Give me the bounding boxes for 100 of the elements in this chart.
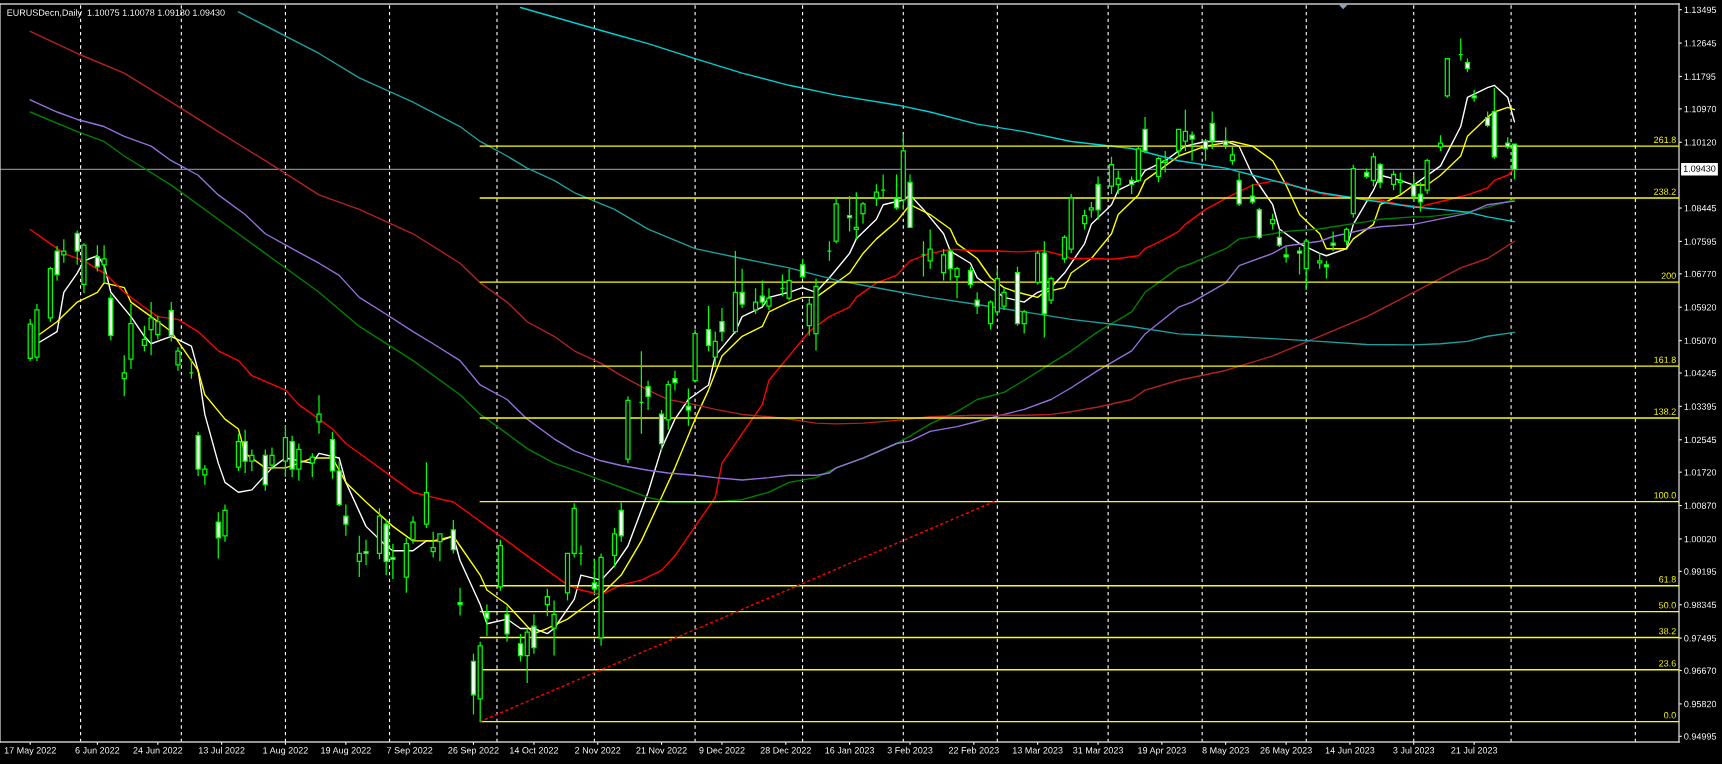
x-tick-label: 17 May 2022 [4,747,56,756]
candlestick [1484,110,1491,128]
candlestick [920,240,927,278]
ref-line-label: 1.09430 [1683,165,1716,172]
y-tick-label: 1.00870 [1684,502,1717,509]
candlestick [853,191,859,240]
candlestick [672,370,678,392]
candlestick [1471,89,1477,103]
candlestick [1162,150,1168,174]
candlestick [1444,57,1450,99]
candlestick [658,409,665,452]
x-tick-label: 21 Nov 2022 [636,747,687,754]
x-tick-label: 16 Jan 2023 [825,747,875,754]
candlestick [846,195,853,233]
x-tick-label: 13 Mar 2023 [1012,747,1063,754]
candlestick [712,330,718,366]
y-tick-label: 1.11795 [1684,73,1716,80]
y-tick-label: 1.02545 [1684,436,1717,444]
series-label: 261.8 [1654,136,1676,144]
candlestick [1209,110,1215,150]
candlestick [1397,171,1403,195]
candlestick [141,325,148,352]
candlestick [1034,250,1041,286]
x-tick-label: 14 Jun 2023 [1325,747,1375,754]
y-tick-label: 0.95820 [1684,700,1717,708]
candlestick [1155,156,1162,183]
candlestick [860,201,866,225]
series-label: 100.0 [1654,492,1676,499]
candlestick [1458,37,1464,62]
candlestick [423,461,430,529]
x-tick-label: 24 Jun 2022 [133,747,183,754]
text: EURUSDecn,Daily 1.10075 1.10078 1.09180 1.09430 [7,9,225,18]
x-tick-label: 3 Jul 2023 [1393,746,1435,754]
candlestick [470,653,477,716]
candlestick [450,519,456,555]
candlestick [188,358,195,380]
candlestick [833,197,839,244]
x-tick-label: 6 Jun 2022 [75,747,120,754]
x-tick-label: 19 Aug 2022 [321,747,371,756]
candlestick [343,503,349,537]
candlestick [430,531,436,559]
candlestick [497,539,503,592]
candlestick [1283,246,1289,264]
candlestick [1276,228,1283,248]
y-tick-label: 1.10120 [1684,139,1717,146]
y-tick-label: 1.07595 [1684,238,1717,245]
y-tick-label: 1.03395 [1684,403,1717,410]
candlestick [967,266,974,289]
candlestick [1229,146,1236,166]
series-label: 50.0 [1659,602,1676,609]
candlestick [1424,158,1430,195]
y-tick-label: 1.08445 [1684,205,1717,212]
candlestick [1115,169,1121,195]
candlestick [893,173,900,211]
x-tick-label: 9 Dec 2022 [699,747,745,754]
candlestick [987,299,994,331]
candlestick [1390,169,1397,191]
candlestick [974,291,980,315]
candlestick [1236,171,1242,207]
candlestick [1256,207,1262,240]
candlestick [410,515,416,545]
y-tick-label: 0.96670 [1684,667,1717,674]
candlestick [1343,226,1350,246]
candlestick [437,533,443,562]
y-tick-label: 1.01720 [1684,469,1717,476]
y-tick-label: 1.05070 [1684,337,1717,344]
candlestick [1437,134,1444,152]
candlestick [1303,238,1309,291]
candlestick [1464,57,1471,73]
candlestick [685,387,692,427]
line-series [29,167,1516,596]
x-tick-label: 26 Sep 2022 [448,747,499,756]
y-tick-label: 1.04245 [1684,369,1717,377]
candlestick [1108,156,1115,195]
line-series [29,30,1516,425]
candlestick [564,552,571,602]
candlestick [1249,183,1256,205]
candlestick [1081,209,1088,231]
candlestick [1021,309,1027,335]
y-tick-label: 1.10970 [1684,105,1717,113]
candlestick [403,537,409,594]
candlestick [128,303,134,370]
candlestick [1323,260,1330,280]
candlestick [638,350,645,435]
candlestick [1270,213,1276,231]
candlestick [752,287,759,315]
candlestick [1061,234,1068,264]
candlestick [692,328,698,384]
candlestick [551,599,557,657]
candlestick [108,293,114,341]
candlestick [517,633,524,663]
candlestick [1176,128,1182,158]
candlestick [571,502,577,559]
candlestick [927,228,933,270]
candlestick [1350,164,1356,219]
line-series [519,6,1516,223]
candlestick [1491,87,1497,160]
y-tick-label: 0.97495 [1684,635,1717,642]
x-tick-label: 21 Jul 2023 [1451,746,1498,754]
x-tick-label: 3 Feb 2023 [887,746,933,754]
